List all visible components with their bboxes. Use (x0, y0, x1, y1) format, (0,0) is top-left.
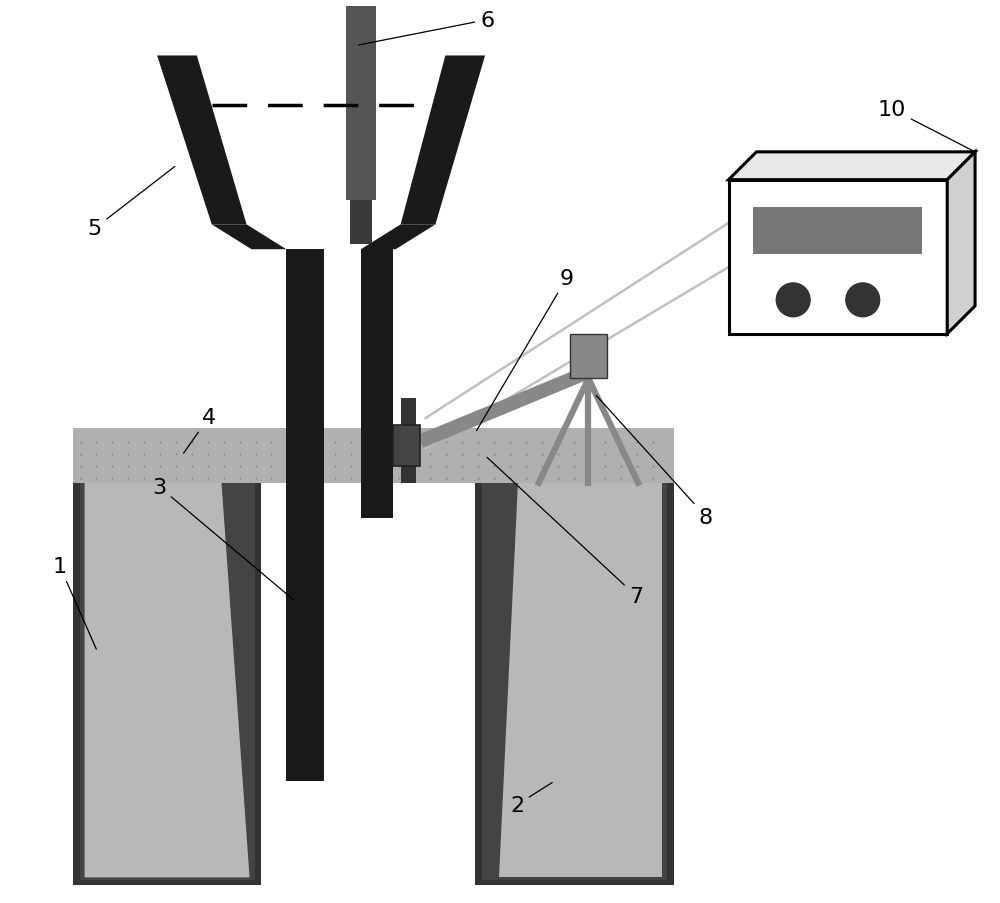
Polygon shape (361, 225, 435, 250)
Bar (286, 250, 324, 781)
Polygon shape (157, 56, 247, 225)
Text: 3: 3 (152, 477, 294, 600)
Polygon shape (947, 153, 975, 334)
Polygon shape (212, 225, 286, 250)
Polygon shape (482, 459, 667, 880)
Bar (361, 250, 393, 518)
Text: 5: 5 (88, 167, 175, 239)
Circle shape (776, 284, 810, 317)
Text: 1: 1 (53, 556, 96, 649)
Text: 4: 4 (184, 408, 216, 453)
Polygon shape (85, 461, 250, 878)
Bar (393, 425, 420, 467)
Bar (346, 6, 376, 200)
Text: 6: 6 (359, 11, 494, 46)
Text: 8: 8 (596, 396, 713, 527)
Text: 10: 10 (878, 100, 973, 152)
Text: 2: 2 (510, 783, 552, 815)
Bar (73, 453, 261, 885)
Bar (401, 399, 416, 483)
Bar (475, 453, 674, 885)
Polygon shape (499, 461, 662, 878)
Polygon shape (80, 459, 255, 880)
Circle shape (846, 284, 880, 317)
Polygon shape (401, 56, 485, 225)
Bar (350, 200, 372, 245)
Polygon shape (729, 153, 975, 181)
Text: 9: 9 (477, 269, 574, 431)
Bar (729, 181, 947, 334)
Bar (753, 209, 922, 255)
Text: 7: 7 (487, 458, 643, 607)
Bar (73, 429, 674, 483)
Bar (570, 334, 607, 379)
